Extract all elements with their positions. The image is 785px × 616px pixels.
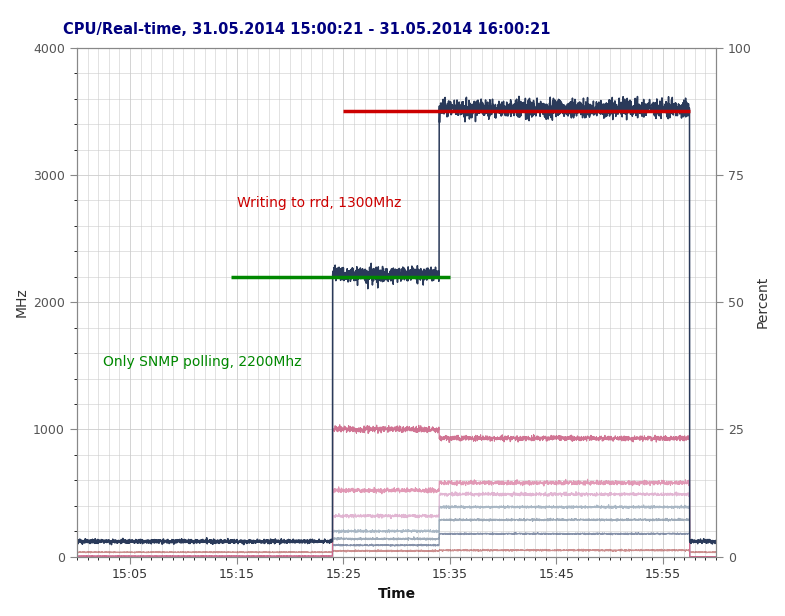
Text: CPU/Real-time, 31.05.2014 15:00:21 - 31.05.2014 16:00:21: CPU/Real-time, 31.05.2014 15:00:21 - 31.…	[63, 22, 550, 36]
Text: Writing to rrd, 1300Mhz: Writing to rrd, 1300Mhz	[236, 196, 401, 210]
Y-axis label: MHz: MHz	[15, 287, 29, 317]
X-axis label: Time: Time	[378, 587, 415, 601]
Text: Only SNMP polling, 2200Mhz: Only SNMP polling, 2200Mhz	[104, 355, 302, 369]
Y-axis label: Percent: Percent	[756, 276, 770, 328]
